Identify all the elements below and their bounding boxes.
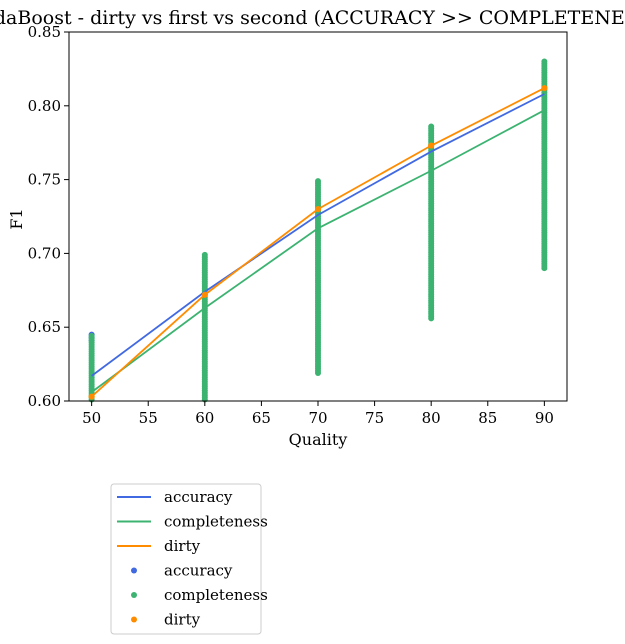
y-tick-label: 0.60 [28, 392, 61, 410]
point-completeness [315, 178, 321, 185]
x-tick-label: 65 [252, 409, 271, 427]
point-dirty [315, 206, 321, 213]
y-tick-label: 0.80 [28, 97, 61, 115]
legend-label: accuracy [164, 562, 233, 580]
y-tick-label: 0.70 [28, 244, 61, 262]
series-lines [88, 85, 548, 400]
series-points [88, 58, 548, 403]
chart-title: AdaBoost - dirty vs first vs second (ACC… [0, 7, 625, 29]
x-tick-label: 85 [478, 409, 497, 427]
x-tick-label: 75 [365, 409, 384, 427]
legend-label: dirty [164, 537, 201, 555]
y-axis-label: F1 [7, 208, 26, 229]
line-completeness [91, 109, 545, 393]
legend-marker-swatch [131, 567, 137, 574]
point-completeness [201, 251, 208, 258]
point-dirty [541, 85, 548, 92]
point-completeness [88, 333, 95, 340]
y-tick-label: 0.85 [28, 23, 61, 41]
x-tick-label: 90 [535, 409, 554, 427]
point-completeness [541, 58, 548, 65]
x-tick-label: 70 [308, 409, 327, 427]
x-axis-label: Quality [289, 430, 348, 449]
legend-label: completeness [164, 586, 268, 604]
legend-label: completeness [164, 513, 268, 531]
point-dirty [201, 291, 208, 298]
x-axis: 50 55 60 65 70 75 80 85 90 [82, 401, 554, 427]
point-dirty [428, 142, 435, 149]
y-tick-label: 0.65 [28, 318, 61, 336]
x-tick-label: 55 [139, 409, 158, 427]
x-tick-label: 50 [82, 409, 101, 427]
x-tick-label: 60 [195, 409, 214, 427]
point-dirty [88, 393, 95, 400]
legend-marker-swatch [131, 616, 137, 623]
legend-label: accuracy [164, 488, 233, 506]
line-accuracy [91, 93, 545, 377]
y-axis: 0.60 0.65 0.70 0.75 0.80 0.85 [28, 23, 69, 410]
x-tick-label: 80 [422, 409, 441, 427]
y-tick-label: 0.75 [28, 171, 61, 189]
legend-label: dirty [164, 611, 201, 629]
legend: accuracy completeness dirty accuracy complet… [110, 483, 268, 635]
point-completeness [428, 123, 435, 130]
legend-marker-swatch [131, 592, 137, 598]
